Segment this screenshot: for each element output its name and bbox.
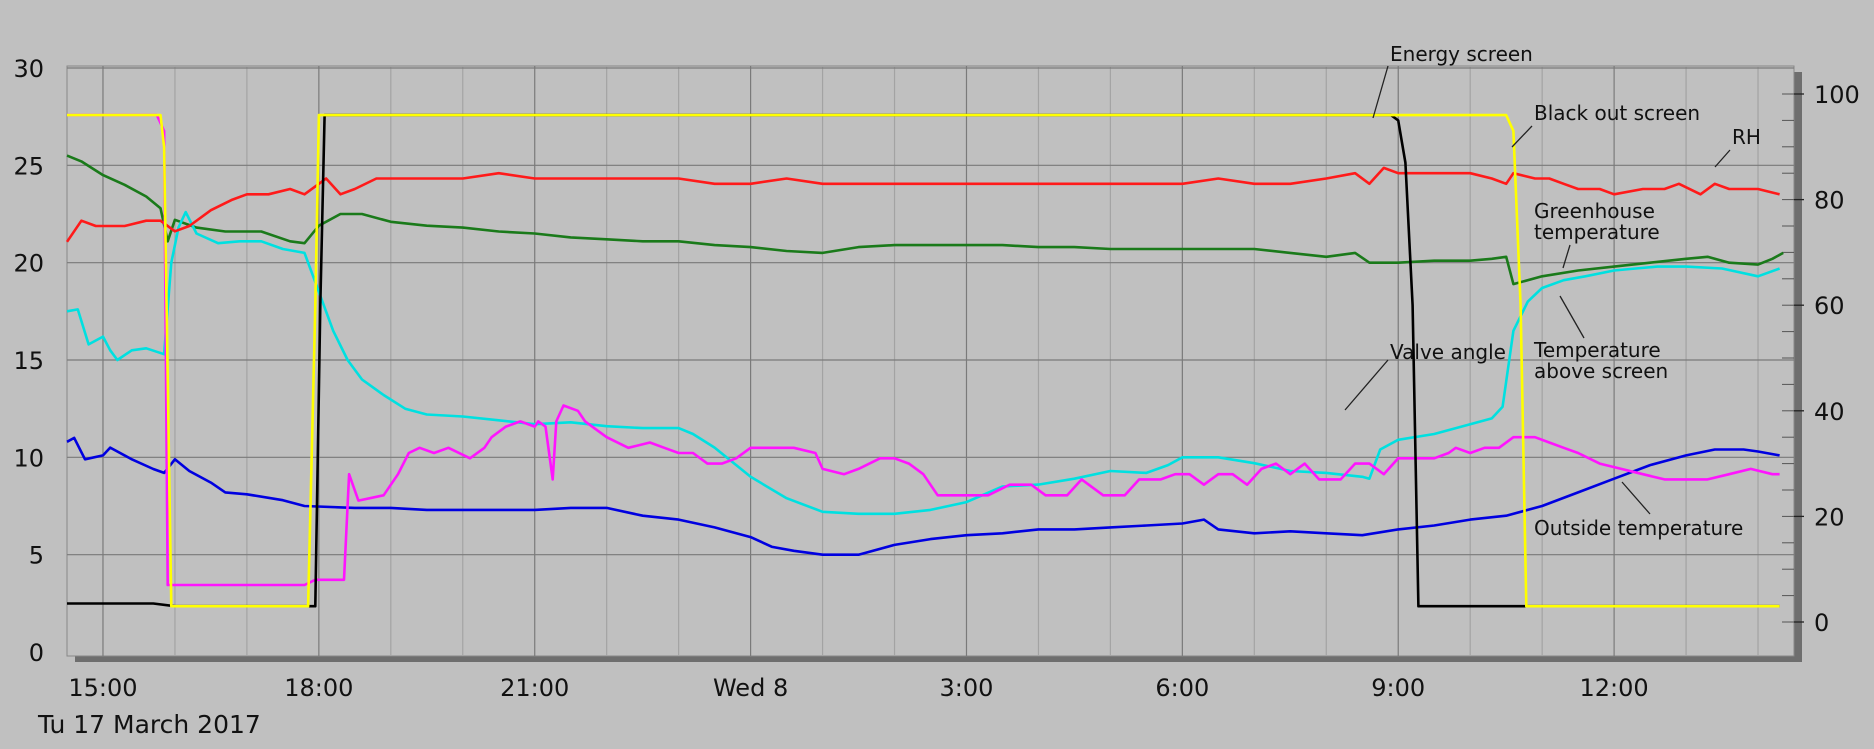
x-tick-label: 12:00 bbox=[1580, 674, 1649, 702]
annotation-line: RH bbox=[1732, 125, 1761, 149]
annotation-leader bbox=[1714, 149, 1731, 168]
y-left-tick-label: 10 bbox=[13, 444, 44, 472]
axes: 0 5 10 15 20 25 30 0 20 40 60 80 100 15:00 18:00 21:00 W… bbox=[13, 55, 1859, 702]
annotation-line: Energy screen bbox=[1390, 42, 1533, 66]
x-tick-label: 3:00 bbox=[940, 674, 994, 702]
y-right-tick-label: 60 bbox=[1814, 292, 1845, 320]
annotation-line: Valve angle bbox=[1390, 340, 1506, 364]
y-right-tick-label: 80 bbox=[1814, 187, 1845, 215]
annotation-line: Black out screen bbox=[1534, 101, 1700, 125]
x-tick-label: 15:00 bbox=[68, 674, 137, 702]
annotation-label: RH bbox=[1732, 125, 1761, 149]
x-tick-label: Wed 8 bbox=[713, 674, 788, 702]
annotation-line: Temperature bbox=[1533, 338, 1661, 362]
annotation-leader bbox=[1562, 244, 1571, 269]
series-line-rh bbox=[65, 166, 1780, 243]
y-left-tick-label: 20 bbox=[13, 250, 44, 278]
y-right-tick-label: 40 bbox=[1814, 398, 1845, 426]
annotation-label: Black out screen bbox=[1534, 101, 1700, 125]
date-label: Tu 17 March 2017 bbox=[37, 710, 261, 739]
annotation-leader bbox=[1344, 359, 1389, 411]
y-left-tick-label: 30 bbox=[13, 55, 44, 83]
grid bbox=[67, 66, 1794, 656]
annotation-line: Greenhouse bbox=[1534, 199, 1655, 223]
annotation-line: Outside temperature bbox=[1534, 516, 1743, 540]
y-left-tick-label: 25 bbox=[13, 152, 44, 180]
annotation-label: Valve angle bbox=[1390, 340, 1506, 364]
y-right-tick-label: 100 bbox=[1814, 81, 1860, 109]
annotation-label: Energy screen bbox=[1390, 42, 1533, 66]
x-tick-label: 6:00 bbox=[1155, 674, 1209, 702]
annotation-label: Outside temperature bbox=[1534, 516, 1743, 540]
annotation-label: Temperature above screen bbox=[1533, 338, 1668, 383]
series-line-temperature-above-screen bbox=[66, 210, 1781, 516]
series-line-black-out-screen bbox=[67, 113, 1780, 608]
annotations: Energy screen Black out screen RH Greenhous… bbox=[1344, 42, 1761, 540]
y-left-tick-label: 5 bbox=[29, 542, 44, 570]
x-tick-label: 9:00 bbox=[1371, 674, 1425, 702]
y-right-tick-label: 0 bbox=[1814, 609, 1829, 637]
series-group bbox=[65, 113, 1784, 608]
annotation-label: Greenhouse temperature bbox=[1534, 199, 1660, 244]
x-tick-label: 21:00 bbox=[500, 674, 569, 702]
annotation-line: temperature bbox=[1534, 220, 1660, 244]
y-right-tick-label: 20 bbox=[1814, 503, 1845, 531]
plot-area bbox=[66, 65, 1795, 657]
series-line-valve-angle bbox=[67, 113, 1780, 587]
annotation-leader bbox=[1559, 295, 1585, 339]
annotation-line: above screen bbox=[1534, 359, 1668, 383]
series-line-outside-temperature bbox=[66, 436, 1780, 556]
annotation-leader bbox=[1372, 65, 1389, 119]
series-line-greenhouse-temperature bbox=[66, 154, 1784, 286]
y-left-tick-label: 15 bbox=[13, 347, 44, 375]
annotation-leader bbox=[1511, 125, 1533, 148]
x-tick-label: 18:00 bbox=[284, 674, 353, 702]
annotation-leader bbox=[1621, 481, 1651, 515]
y-left-tick-label: 0 bbox=[29, 639, 44, 667]
